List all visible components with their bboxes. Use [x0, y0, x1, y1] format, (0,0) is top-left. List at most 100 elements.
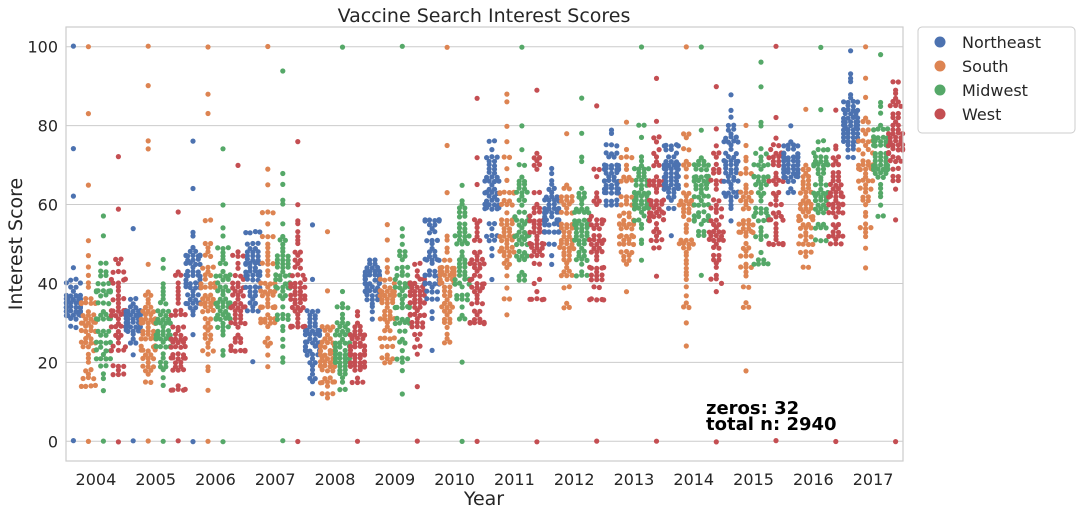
data-point: [733, 170, 739, 176]
data-point: [123, 324, 129, 330]
data-point: [812, 182, 819, 188]
data-point: [70, 193, 76, 199]
data-point: [830, 186, 836, 192]
data-point: [878, 52, 884, 58]
data-point: [397, 280, 403, 286]
data-point: [332, 340, 339, 346]
data-point: [337, 351, 343, 357]
data-point: [190, 185, 196, 192]
data-point: [399, 226, 405, 232]
legend-marker: [934, 60, 946, 72]
data-point: [235, 162, 241, 168]
x-tick-label: 2012: [554, 470, 595, 489]
data-point: [100, 438, 106, 444]
data-point: [623, 289, 630, 295]
data-point: [763, 182, 769, 188]
data-point: [830, 210, 836, 216]
data-point: [198, 281, 204, 287]
data-point: [277, 237, 283, 243]
data-point: [890, 79, 896, 85]
data-point: [893, 90, 899, 96]
y-tick-label: 100: [27, 38, 58, 57]
data-point: [738, 229, 744, 235]
data-point: [232, 312, 238, 318]
data-point: [516, 257, 522, 263]
data-point: [322, 327, 328, 333]
data-point: [795, 154, 801, 160]
data-point: [676, 241, 682, 247]
data-point: [564, 273, 570, 279]
data-point: [98, 356, 104, 362]
data-point: [252, 289, 258, 295]
data-point: [636, 122, 642, 128]
data-point: [591, 245, 597, 251]
data-point: [285, 312, 291, 318]
data-point: [384, 320, 390, 326]
data-point: [98, 312, 104, 318]
data-point: [534, 237, 540, 243]
data-point: [818, 197, 824, 203]
data-point: [115, 363, 121, 369]
data-point: [693, 166, 699, 172]
data-point: [755, 218, 762, 224]
data-point: [122, 276, 128, 282]
data-point: [471, 272, 478, 278]
data-point: [202, 300, 208, 306]
data-point: [481, 261, 487, 267]
data-point: [198, 285, 204, 291]
data-point: [375, 297, 381, 303]
data-point: [227, 316, 233, 322]
data-point: [773, 193, 779, 199]
data-point: [564, 240, 570, 247]
data-point: [452, 281, 458, 287]
data-point: [441, 319, 448, 325]
data-point: [297, 265, 303, 271]
data-point: [557, 244, 563, 250]
data-point: [148, 352, 154, 358]
data-point: [683, 193, 689, 199]
data-point: [382, 335, 388, 341]
data-point: [863, 229, 869, 235]
data-point: [223, 284, 229, 290]
data-point: [721, 178, 727, 184]
data-point: [391, 335, 397, 341]
data-point: [471, 264, 478, 271]
data-point: [379, 355, 385, 361]
data-point: [663, 166, 669, 172]
data-point: [823, 198, 829, 204]
data-point: [220, 246, 226, 252]
data-point: [484, 233, 490, 239]
data-point: [121, 363, 127, 369]
data-point: [387, 309, 393, 315]
data-point: [491, 158, 498, 164]
data-point: [638, 209, 645, 215]
data-point: [887, 158, 893, 164]
data-point: [698, 221, 704, 227]
x-tick-label: 2011: [494, 470, 535, 489]
data-point: [863, 131, 869, 137]
data-point: [841, 138, 847, 144]
data-point: [397, 292, 403, 298]
data-point: [546, 197, 552, 203]
data-point: [848, 119, 854, 125]
data-point: [721, 139, 727, 145]
data-point: [579, 272, 585, 278]
data-point: [594, 190, 600, 196]
data-point: [471, 249, 478, 255]
data-point: [83, 316, 89, 322]
data-point: [180, 339, 187, 345]
data-point: [651, 178, 657, 184]
data-point: [863, 142, 869, 148]
data-point: [417, 331, 423, 337]
data-point: [887, 103, 893, 109]
data-point: [536, 229, 543, 235]
data-point: [497, 190, 503, 196]
data-point: [659, 201, 665, 207]
data-point: [255, 253, 261, 259]
data-point: [225, 245, 231, 251]
data-point: [835, 205, 842, 211]
data-point: [521, 209, 528, 215]
data-point: [324, 368, 331, 374]
data-point: [536, 248, 543, 254]
data-point: [91, 312, 97, 318]
